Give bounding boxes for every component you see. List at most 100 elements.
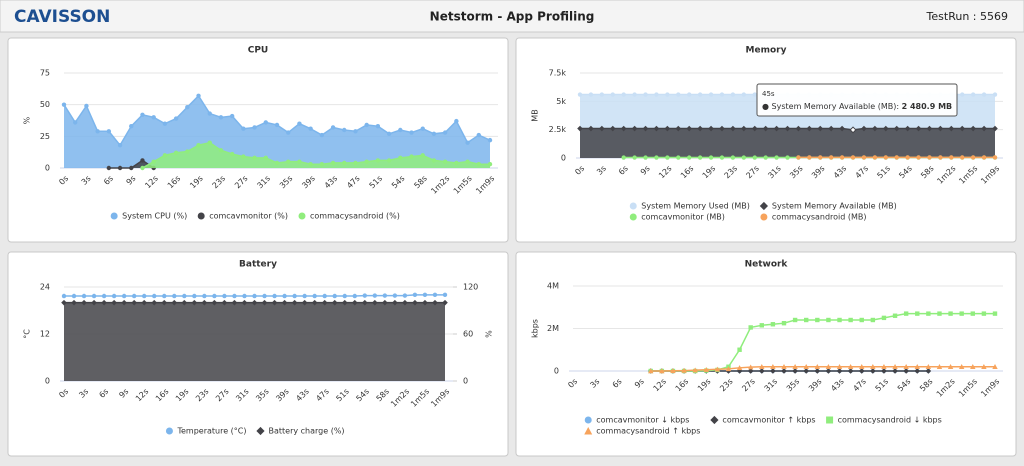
marker — [201, 299, 208, 306]
marker — [392, 299, 398, 306]
marker — [654, 155, 659, 160]
marker — [817, 125, 824, 132]
area — [64, 95, 490, 168]
legend-item: comcavmonitor (MB) — [629, 213, 725, 222]
marker — [221, 299, 228, 306]
marker — [981, 125, 987, 132]
marker — [981, 92, 987, 97]
area — [580, 128, 995, 158]
marker — [398, 127, 403, 133]
marker — [588, 125, 594, 132]
marker — [730, 155, 736, 160]
marker — [117, 143, 123, 148]
y-tick-label: 0 — [45, 377, 50, 386]
marker — [252, 125, 257, 130]
marker — [814, 364, 821, 369]
marker — [382, 299, 388, 306]
marker — [202, 293, 207, 299]
tooltip-series: ● System Memory Available (MB): 2 480.9 … — [762, 102, 952, 111]
marker — [432, 299, 438, 306]
marker — [242, 293, 247, 299]
marker — [872, 155, 878, 160]
marker — [960, 92, 965, 97]
marker — [364, 122, 369, 128]
marker — [725, 366, 732, 372]
marker — [903, 311, 909, 316]
marker — [274, 160, 280, 166]
marker — [353, 129, 358, 134]
marker — [218, 148, 224, 153]
marker — [319, 132, 325, 138]
y2-axis-label: % — [484, 330, 493, 338]
tooltip-header: 45s — [762, 90, 775, 98]
legend-item: System Memory Used (MB) — [629, 202, 750, 211]
marker — [342, 160, 347, 166]
marker — [947, 364, 954, 369]
marker — [131, 293, 137, 299]
marker — [110, 212, 118, 220]
marker — [914, 364, 920, 369]
marker — [881, 368, 887, 374]
marker — [992, 364, 998, 369]
marker — [937, 311, 942, 316]
marker — [747, 368, 754, 374]
chart-title: Battery — [239, 260, 277, 270]
marker — [151, 115, 156, 120]
marker — [185, 149, 190, 154]
marker — [828, 125, 834, 132]
marker — [432, 292, 438, 298]
marker — [131, 299, 137, 306]
marker — [892, 364, 898, 369]
line — [650, 366, 995, 372]
marker — [231, 299, 238, 306]
marker — [826, 317, 831, 323]
marker — [192, 293, 197, 299]
marker — [487, 137, 493, 143]
chart-title: Memory — [746, 46, 787, 56]
marker — [774, 155, 779, 160]
marker — [882, 125, 889, 132]
marker — [795, 125, 802, 132]
legend-item: System Memory Available (MB) — [759, 202, 897, 211]
marker — [298, 212, 306, 220]
marker — [806, 125, 813, 132]
marker — [915, 125, 922, 132]
legend-label: commacysandroid (MB) — [772, 213, 867, 222]
marker — [915, 311, 920, 316]
marker — [881, 315, 887, 321]
marker — [872, 125, 878, 132]
marker — [687, 92, 692, 97]
marker — [883, 155, 888, 160]
marker — [398, 155, 403, 161]
marker — [61, 293, 67, 299]
marker — [409, 130, 414, 135]
marker — [839, 125, 845, 132]
legend-label: System Memory Used (MB) — [641, 202, 750, 211]
marker — [916, 155, 921, 160]
marker — [848, 317, 853, 323]
marker — [826, 416, 834, 424]
y-tick-label: 75 — [40, 69, 50, 78]
marker — [992, 125, 998, 132]
marker — [825, 364, 832, 369]
marker — [697, 92, 703, 97]
marker — [664, 125, 671, 132]
legend-label: comcavmonitor (%) — [209, 212, 288, 221]
marker — [297, 121, 302, 126]
legend-item: commacysandroid ↑ kbps — [584, 427, 700, 436]
test-run: TestRun : 5569 — [926, 10, 1008, 23]
marker — [903, 368, 909, 374]
panel — [515, 251, 1017, 457]
marker — [781, 368, 787, 374]
marker — [106, 165, 112, 171]
marker — [91, 299, 97, 306]
marker — [162, 153, 168, 158]
y-tick-label: 4M — [547, 282, 559, 291]
marker — [252, 155, 257, 161]
marker — [319, 162, 325, 167]
marker — [903, 364, 909, 369]
marker — [386, 158, 392, 163]
legend-item: commacysandroid (MB) — [760, 213, 867, 222]
marker — [584, 416, 592, 424]
marker — [870, 368, 876, 374]
